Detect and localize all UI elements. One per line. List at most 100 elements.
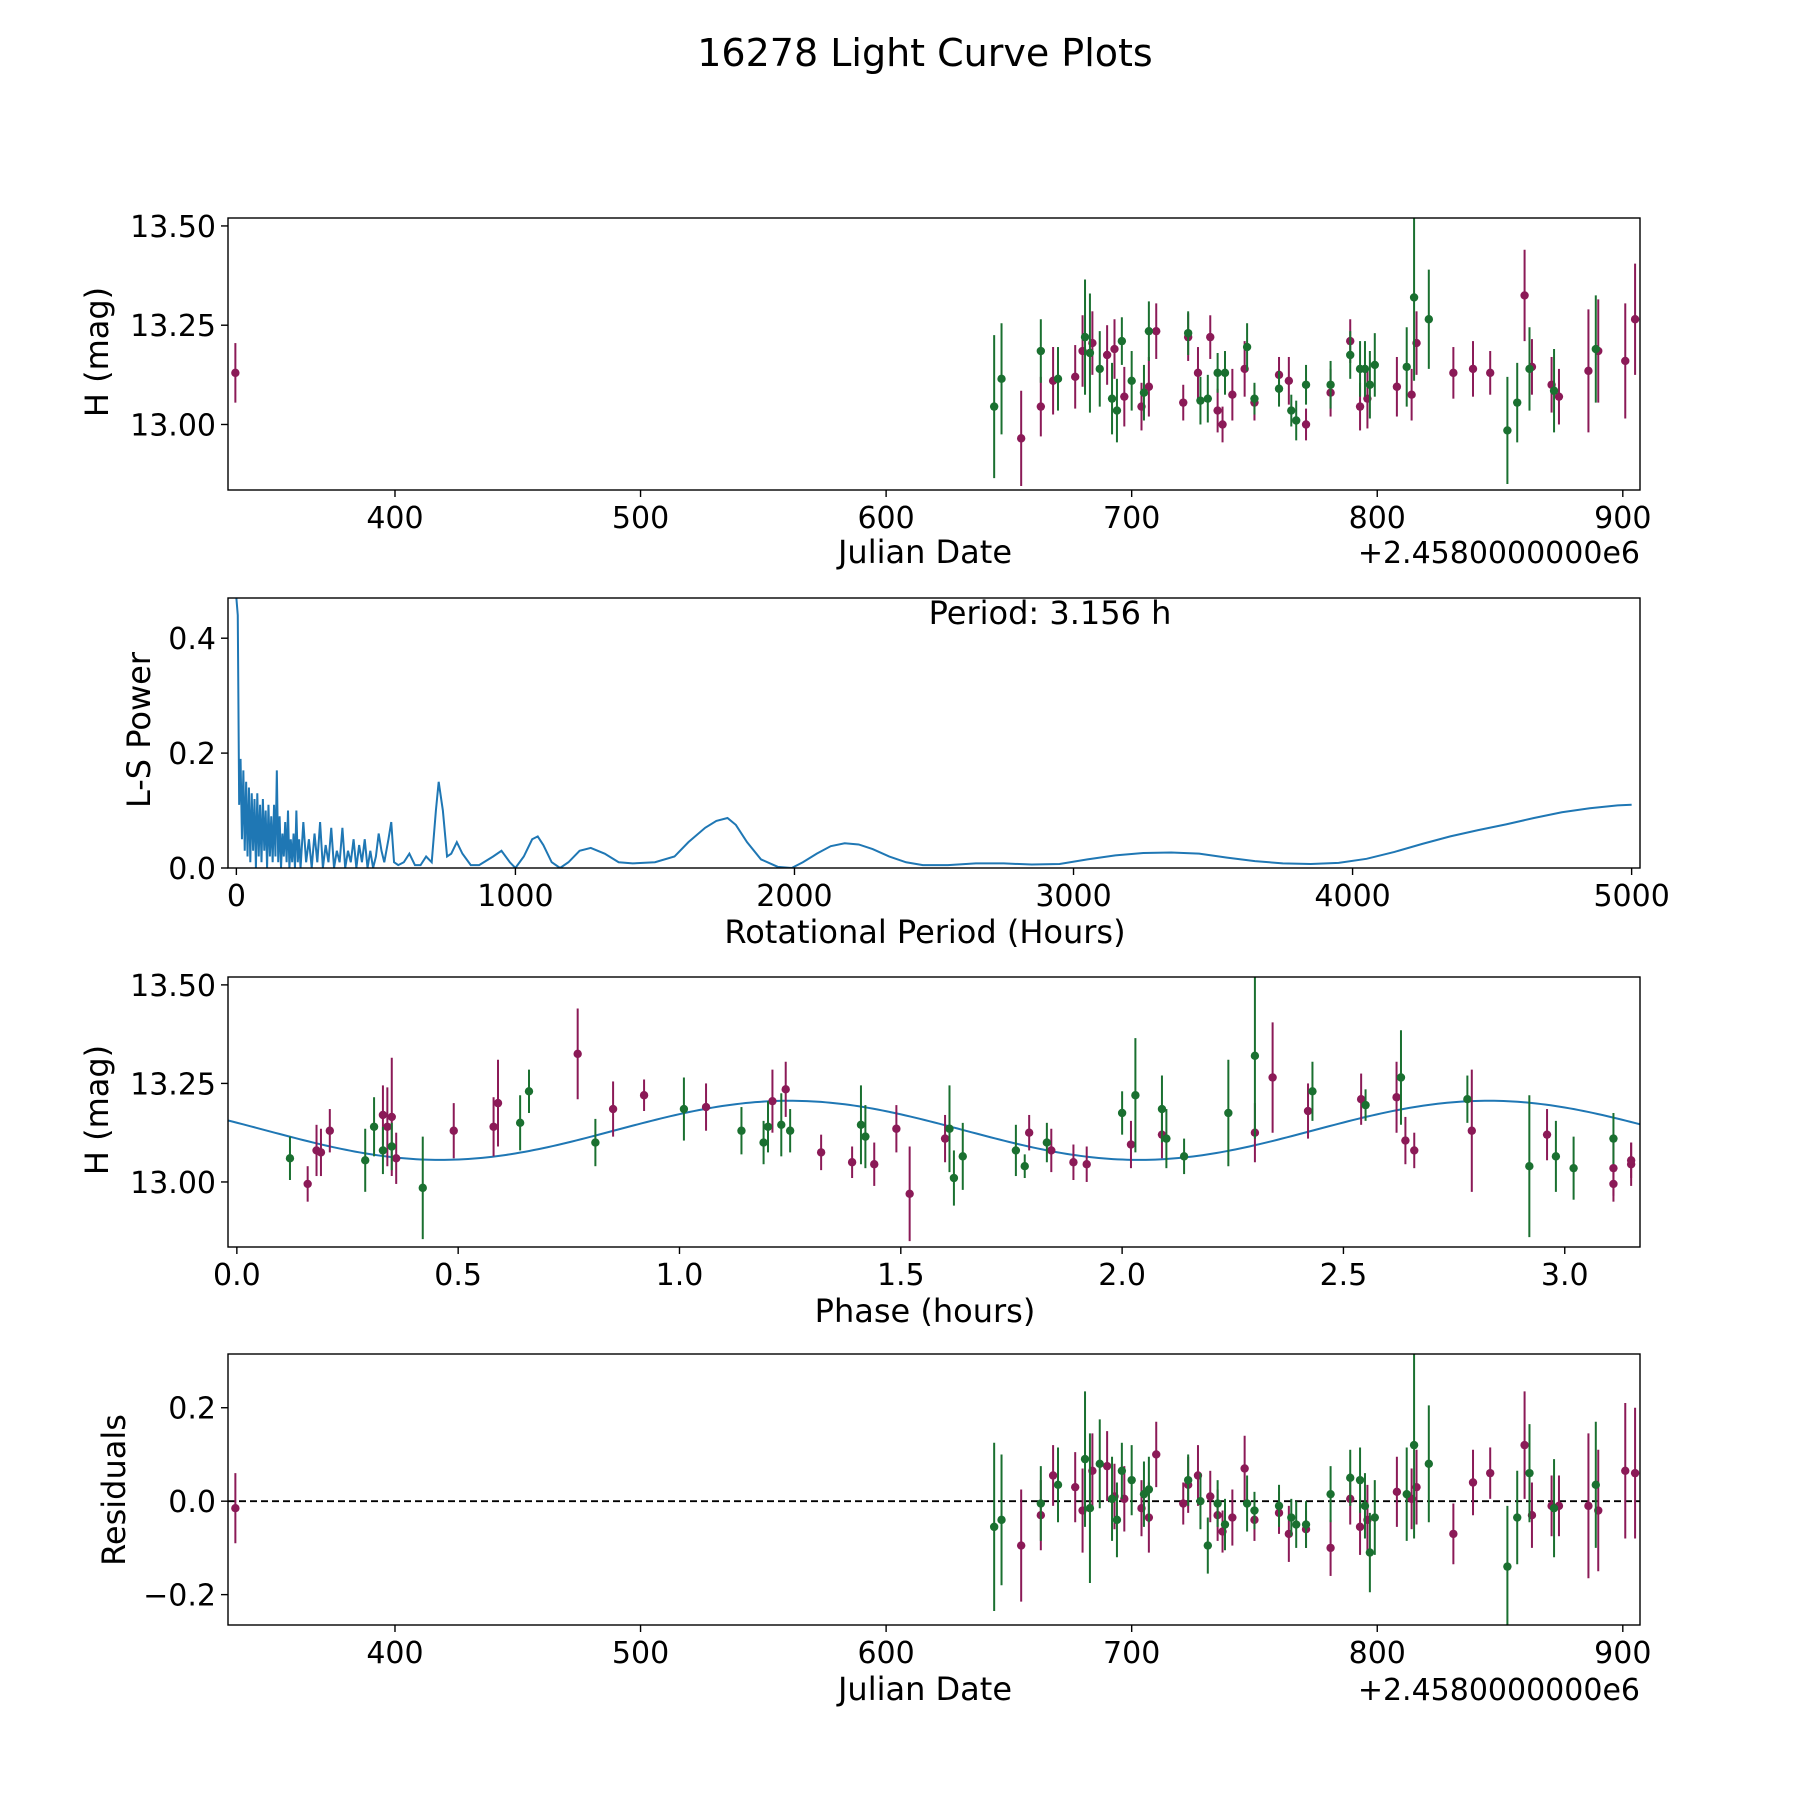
light-curve-data-marks	[231, 218, 1640, 487]
data-point	[1424, 1459, 1434, 1469]
data-point	[1193, 368, 1203, 378]
data-point	[1016, 434, 1026, 443]
data-point	[1301, 420, 1311, 429]
data-point	[1179, 1499, 1188, 1508]
data-point	[861, 1132, 870, 1141]
data-point	[1584, 1501, 1593, 1511]
data-point	[1468, 1478, 1478, 1487]
data-point	[1196, 1496, 1205, 1506]
data-point	[1584, 366, 1593, 376]
data-point	[1591, 1480, 1600, 1490]
data-point	[1250, 1506, 1259, 1515]
residuals-series-filter-b	[989, 1354, 1600, 1625]
data-point	[1183, 1475, 1193, 1485]
data-point	[1621, 1466, 1630, 1476]
data-point	[1370, 360, 1379, 370]
data-point	[1102, 350, 1112, 360]
data-point	[1071, 1482, 1080, 1492]
data-point	[1220, 368, 1230, 378]
data-point	[303, 1179, 312, 1189]
x-tick-label: 600	[857, 501, 914, 536]
data-point	[325, 1126, 335, 1135]
data-point	[1402, 362, 1411, 372]
periodogram-plot-area: 0 1000 2000 3000 4000 5000 0.0 0.2 0.4	[168, 597, 1670, 914]
data-point	[1228, 390, 1237, 399]
x-tick-label: 5000	[1593, 879, 1669, 914]
data-point	[768, 1096, 777, 1106]
x-tick-label: 800	[1349, 1636, 1406, 1671]
data-point	[1292, 416, 1301, 425]
data-point	[1042, 1138, 1052, 1147]
phase-y-label: H (mag)	[78, 1045, 116, 1175]
data-point	[1218, 420, 1227, 429]
data-point	[1626, 1156, 1636, 1165]
x-tick-label: 1000	[477, 879, 553, 914]
data-point	[1287, 406, 1296, 415]
x-tick-label: 400	[366, 1636, 423, 1671]
data-point	[1630, 1468, 1640, 1478]
data-point	[1036, 402, 1046, 411]
residuals-data-marks	[231, 1354, 1640, 1625]
light-curve-x-label: Julian Date	[836, 533, 1012, 571]
data-point	[316, 1148, 326, 1157]
data-point	[1131, 1091, 1140, 1100]
data-point	[679, 1104, 689, 1114]
data-point	[387, 1112, 396, 1122]
data-point	[1213, 406, 1222, 415]
data-point	[1401, 1136, 1410, 1145]
data-point	[515, 1118, 525, 1128]
data-point	[759, 1138, 768, 1147]
data-point	[1402, 1489, 1411, 1499]
data-point	[1449, 1529, 1458, 1539]
x-tick-label: 900	[1594, 501, 1651, 536]
residuals-x-label: Julian Date	[836, 1670, 1012, 1708]
data-point	[1409, 1440, 1419, 1450]
data-point	[489, 1122, 498, 1131]
data-point	[1609, 1179, 1618, 1189]
data-point	[1355, 402, 1365, 411]
data-point	[1303, 1106, 1313, 1116]
data-point	[1513, 398, 1522, 407]
light-curve-series-filter-b	[989, 218, 1600, 485]
x-tick-label: 800	[1349, 501, 1406, 536]
data-point	[763, 1122, 773, 1131]
data-point	[1112, 1515, 1122, 1525]
data-point	[945, 1124, 954, 1133]
data-point	[1292, 1520, 1301, 1529]
data-point	[1095, 364, 1104, 374]
data-point	[1503, 426, 1512, 435]
data-point	[1520, 1440, 1529, 1450]
x-tick-label: 0.0	[213, 1258, 261, 1293]
data-point	[1242, 1499, 1252, 1508]
data-point	[940, 1134, 950, 1143]
data-point	[997, 374, 1006, 384]
data-point	[1144, 382, 1154, 391]
data-point	[1549, 386, 1559, 395]
data-point	[1549, 1503, 1559, 1513]
data-point	[1048, 1471, 1058, 1480]
data-point	[1370, 1513, 1379, 1522]
data-point	[1126, 1140, 1136, 1149]
data-point	[1621, 356, 1630, 366]
x-tick-label: 700	[1103, 501, 1160, 536]
data-point	[524, 1087, 534, 1096]
periodogram-line	[235, 598, 1632, 868]
y-tick-label: 13.50	[130, 210, 216, 245]
data-point	[1630, 315, 1640, 324]
x-tick-label: 600	[857, 1636, 914, 1671]
residuals-y-label: Residuals	[95, 1414, 133, 1566]
data-point	[1250, 394, 1259, 403]
x-tick-label: 4000	[1314, 879, 1390, 914]
data-point	[1107, 1494, 1117, 1504]
data-point	[1284, 376, 1294, 386]
data-point	[1525, 1468, 1534, 1478]
residuals-panel: 400 500 600 700 800 900 −0.2 0.0 0.2 Julian Date…	[95, 1353, 1651, 1708]
data-point	[285, 1154, 295, 1163]
periodogram-panel: 0 1000 2000 3000 4000 5000 0.0 0.2 0.4 Rotationa…	[120, 594, 1670, 951]
data-point	[1206, 1492, 1215, 1501]
x-tick-label: 2.5	[1320, 1258, 1368, 1293]
data-point	[1183, 328, 1193, 338]
data-point	[1346, 1473, 1355, 1483]
